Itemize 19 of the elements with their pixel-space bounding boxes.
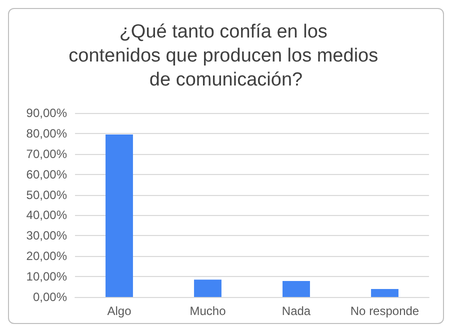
y-tick-label: 50,00% xyxy=(26,188,68,202)
bar xyxy=(371,289,398,297)
y-tick-label: 30,00% xyxy=(26,228,68,243)
x-tick-label: No responde xyxy=(350,304,420,318)
y-tick-label: 80,00% xyxy=(26,126,68,140)
bar xyxy=(106,134,133,297)
x-tick-label: Algo xyxy=(107,304,132,318)
y-tick-label: 20,00% xyxy=(26,249,68,264)
x-tick-label: Mucho xyxy=(190,304,226,318)
bar xyxy=(194,280,222,297)
bar xyxy=(282,281,310,297)
y-tick-label: 90,00% xyxy=(26,106,68,120)
y-tick-label: 0,00% xyxy=(32,290,68,304)
y-tick-label: 10,00% xyxy=(26,270,68,284)
y-tick-label: 60,00% xyxy=(26,167,68,182)
y-tick-label: 70,00% xyxy=(26,146,68,161)
y-tick-label: 40,00% xyxy=(26,208,68,222)
x-tick-label: Nada xyxy=(282,304,311,318)
chart-title: ¿Qué tanto confía en los contenidos que producen los medios de comunicación? xyxy=(68,22,384,90)
